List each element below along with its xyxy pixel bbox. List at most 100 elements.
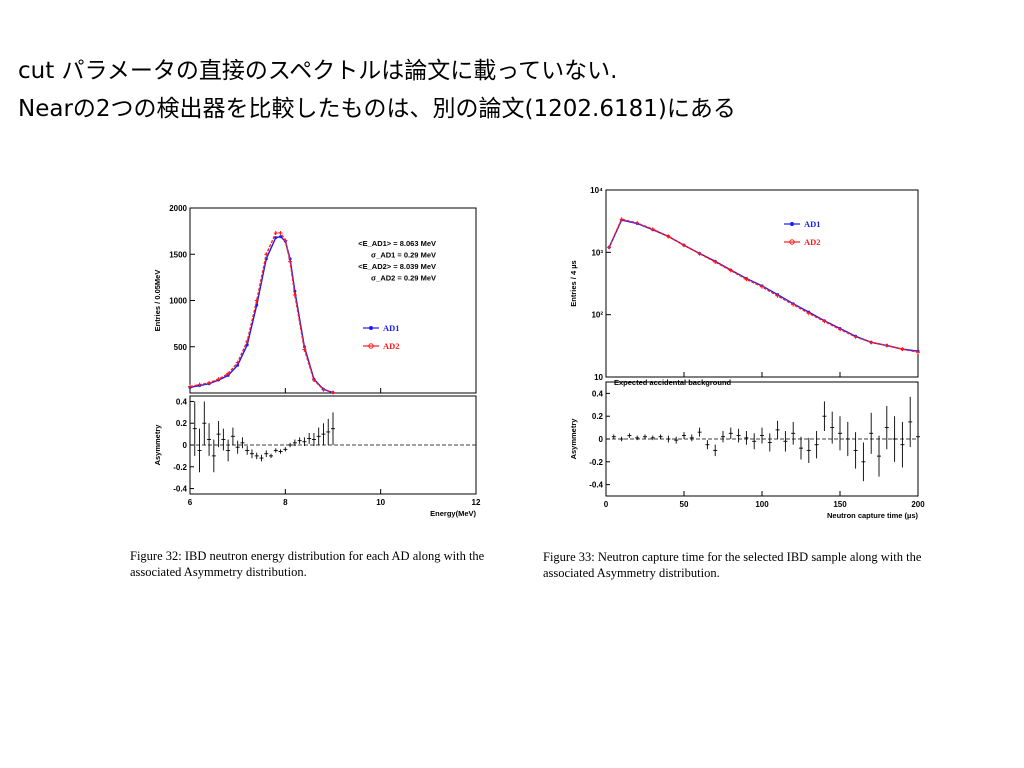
data-point-ad2 [838,327,842,332]
main-plot-frame [605,189,919,378]
data-point-ad2 [775,293,780,298]
background-label: Expected accidental background [614,378,732,387]
data-point-ad1 [279,235,283,239]
legend-marker [368,343,374,349]
data-point-ad2 [245,339,250,344]
data-point-ad2 [869,340,874,345]
data-point-ad2 [650,227,655,232]
asym-y-tick-label: 0.2 [176,419,188,428]
data-point-ad1 [274,236,278,240]
data-point-ad2 [806,311,811,316]
data-point-ad2 [728,268,733,273]
y-tick-label: 1500 [169,250,187,259]
data-point-ad2 [302,347,307,352]
asym-y-tick-label: 0.2 [592,412,604,421]
data-point-ad2 [760,284,764,289]
legend-marker [790,222,794,226]
data-point-ad2 [853,334,858,339]
slide-line-2: Nearの2つの検出器を比較したものは、別の論文(1202.6181)にある [18,96,736,122]
y-tick-label: 10² [591,311,603,320]
data-point-ad2 [697,251,702,256]
legend-marker [369,326,373,330]
series-line-ad1 [189,235,334,394]
data-point-ad2 [188,384,192,389]
data-point-ad2 [216,377,221,382]
y-tick-label: 500 [174,343,188,352]
data-point-ad2 [682,243,686,248]
series-line-ad1 [608,219,919,352]
data-point-ad2 [916,350,920,355]
data-point-ad2 [311,378,316,383]
legend-label-ad1: AD1 [804,219,821,229]
asym-y-tick-label: -0.2 [589,458,603,467]
stat-annotation: σ_AD1 = 0.29 MeV [371,251,436,260]
x-tick-label: 0 [604,500,609,509]
data-point-ad2 [235,360,240,365]
data-point-ad2 [900,347,905,352]
data-point-ad2 [822,319,827,324]
y-axis-label: Entries / 0.05MeV [153,270,162,332]
asym-y-tick-label: 0.4 [176,397,188,406]
slide-line-1: cut パラメータの直接のスペクトルは論文に載っていない. [18,58,618,84]
main-plot-frame [189,207,477,394]
x-tick-label: 10 [376,498,385,507]
x-tick-label: 8 [283,498,288,507]
data-point-ad2 [619,217,624,222]
data-point-ad2 [283,238,288,243]
data-point-ad2 [607,245,612,250]
asym-axis-label: Asymmetry [569,418,578,460]
data-point-ad2 [713,259,718,264]
data-point-ad2 [288,259,293,264]
asym-y-tick-label: 0 [183,441,188,450]
legend-label-ad2: AD2 [383,341,400,351]
x-tick-label: 200 [911,500,925,509]
y-tick-label: 1000 [169,297,187,306]
x-tick-label: 100 [755,500,769,509]
data-point-ad2 [744,277,749,282]
data-point-ad2 [791,302,796,307]
figure-33-caption: Figure 33: Neutron capture time for the … [543,550,922,580]
data-point-ad2 [635,221,640,226]
data-point-ad2 [207,380,212,385]
data-point-ad2 [884,343,889,348]
stat-annotation: σ_AD2 = 0.29 MeV [371,274,436,283]
figure-32-chart: 500 1000 1500 2000 6 8 10 12 -0.4 -0.2 0 0.2 0.4 Ener… [153,204,481,518]
asym-axis-label: Asymmetry [153,424,162,466]
series-line-ad2 [189,232,334,394]
x-axis-label: Energy(MeV) [430,509,476,518]
data-point-ad2 [292,292,297,297]
data-point-ad1 [245,343,249,347]
figure-32-caption: Figure 32: IBD neutron energy distributi… [130,549,485,579]
stat-annotation: <E_AD1> = 8.063 MeV [358,239,436,248]
data-point-ad2 [278,230,283,235]
x-tick-label: 12 [472,498,481,507]
y-tick-label: 10³ [591,248,603,257]
data-point-ad2 [254,298,259,303]
asym-y-tick-label: -0.2 [173,463,187,472]
x-tick-label: 6 [188,498,193,507]
asym-y-tick-label: -0.4 [173,485,187,494]
legend-label-ad2: AD2 [804,237,821,247]
data-point-ad2 [264,252,269,257]
data-point-ad2 [197,382,202,387]
x-axis-label: Neutron capture time (µs) [827,511,919,520]
data-point-ad2 [331,390,335,395]
data-point-ad2 [226,371,231,376]
y-tick-label: 10 [594,373,603,382]
legend-marker [789,239,795,245]
asym-y-tick-label: 0.4 [592,389,604,398]
series-line-ad2 [608,218,919,353]
asym-y-tick-label: -0.4 [589,481,603,490]
data-point-ad2 [321,387,326,392]
y-tick-label: 10⁴ [590,186,603,195]
figure-33-chart: 10 10² 10³ 10⁴ 0 50 100 150 200 -0.4 -0.2 0 0.2 0.4 Ne… [569,186,925,520]
asym-y-tick-label: 0 [599,435,604,444]
data-point-ad2 [666,234,671,239]
x-tick-label: 50 [680,500,689,509]
y-axis-label: Entries / 4 µs [569,260,578,306]
legend-label-ad1: AD1 [383,323,400,333]
data-point-ad2 [273,230,278,235]
x-tick-label: 150 [833,500,847,509]
stat-annotation: <E_AD2> = 8.039 MeV [358,262,436,271]
data-point-ad1 [236,363,240,367]
